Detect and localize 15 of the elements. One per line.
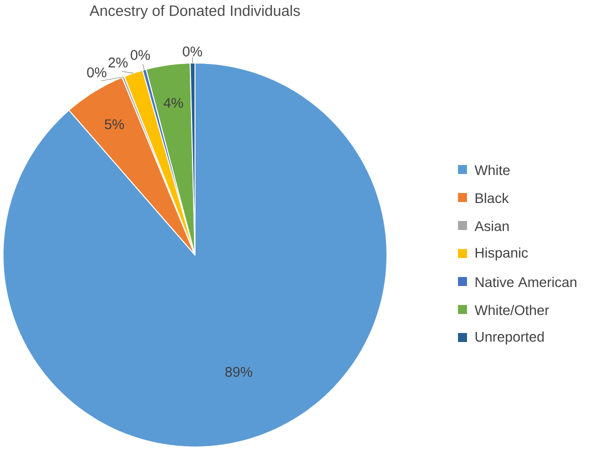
data-label: 4% (164, 98, 184, 108)
chart-title: Ancestry of Donated Individuals (90, 5, 300, 19)
data-label: 2% (108, 58, 128, 68)
data-label: 5% (104, 119, 124, 130)
legend-label: White/Other (474, 304, 549, 316)
data-label: 89% (225, 366, 252, 377)
legend-label: Asian (474, 220, 509, 232)
legend-label: Black (476, 192, 509, 204)
legend-label: White (474, 164, 510, 176)
legend-label: Native American (476, 276, 576, 288)
legend-label: Unreported (476, 331, 544, 345)
data-label: 0% (87, 67, 106, 78)
data-label: 0% (130, 50, 150, 60)
data-label: 0% (182, 46, 202, 56)
legend-label: Hispanic (476, 247, 528, 261)
